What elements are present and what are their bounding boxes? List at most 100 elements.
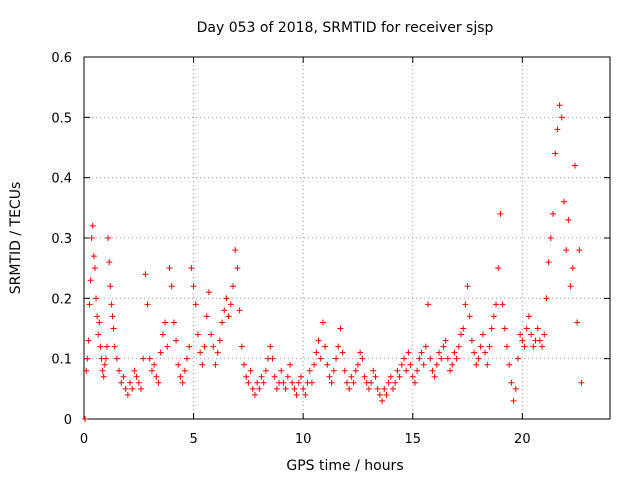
- y-tick-label: 0.4: [51, 172, 72, 187]
- data-point: [462, 301, 469, 308]
- data-point: [260, 379, 267, 386]
- data-point: [418, 349, 425, 356]
- data-point: [460, 325, 467, 332]
- data-point: [107, 283, 114, 290]
- data-point: [113, 355, 120, 362]
- data-point: [273, 385, 280, 392]
- data-point: [155, 379, 162, 386]
- data-point: [429, 367, 436, 374]
- data-point: [440, 343, 447, 350]
- data-point: [269, 355, 276, 362]
- data-point: [278, 367, 285, 374]
- data-point: [162, 319, 169, 326]
- data-point: [521, 343, 528, 350]
- data-point: [96, 319, 103, 326]
- data-point: [339, 349, 346, 356]
- data-point: [124, 391, 131, 398]
- data-point: [232, 247, 239, 254]
- data-point: [365, 385, 372, 392]
- data-point: [328, 379, 335, 386]
- data-point: [137, 385, 144, 392]
- data-point: [333, 355, 340, 362]
- data-point: [368, 379, 375, 386]
- data-point: [473, 361, 480, 368]
- data-point: [574, 319, 581, 326]
- data-point: [330, 367, 337, 374]
- data-point: [519, 337, 526, 344]
- data-point: [177, 373, 184, 380]
- data-point: [341, 367, 348, 374]
- data-point: [97, 343, 104, 350]
- data-point: [563, 247, 570, 254]
- data-point: [576, 247, 583, 254]
- data-point: [144, 301, 151, 308]
- x-axis-label: GPS time / hours: [286, 458, 403, 474]
- data-point: [398, 361, 405, 368]
- data-point: [254, 379, 261, 386]
- y-tick-label: 0.1: [51, 353, 72, 368]
- chart-title: Day 053 of 2018, SRMTID for receiver sjs…: [197, 20, 494, 36]
- data-point: [221, 307, 228, 314]
- data-point: [95, 331, 102, 338]
- data-point: [85, 337, 92, 344]
- data-point: [199, 361, 206, 368]
- data-point: [385, 379, 392, 386]
- data-point: [135, 379, 142, 386]
- data-point: [83, 367, 90, 374]
- grid-lines: [84, 57, 610, 419]
- data-point: [403, 367, 410, 374]
- data-point: [512, 385, 519, 392]
- data-point: [236, 307, 243, 314]
- data-point: [425, 301, 432, 308]
- data-point: [471, 349, 478, 356]
- data-point: [510, 397, 517, 404]
- data-point: [451, 349, 458, 356]
- data-point: [118, 379, 125, 386]
- data-point: [442, 337, 449, 344]
- y-tick-label: 0.6: [51, 51, 72, 66]
- data-point: [262, 367, 269, 374]
- data-point: [219, 319, 226, 326]
- data-point: [295, 379, 302, 386]
- data-point: [525, 313, 532, 320]
- data-point: [567, 283, 574, 290]
- data-point: [420, 361, 427, 368]
- data-point: [142, 271, 149, 278]
- x-tick-label: 5: [189, 432, 197, 447]
- data-point: [271, 373, 278, 380]
- data-point: [230, 283, 237, 290]
- data-point: [256, 385, 263, 392]
- data-point: [120, 373, 127, 380]
- data-point: [146, 355, 153, 362]
- data-point: [208, 331, 215, 338]
- data-point: [148, 367, 155, 374]
- data-point: [379, 397, 386, 404]
- data-point: [543, 295, 550, 302]
- data-point: [188, 265, 195, 272]
- data-point: [383, 391, 390, 398]
- data-point: [554, 126, 561, 133]
- data-point: [556, 102, 563, 109]
- data-point: [89, 222, 96, 229]
- data-point: [350, 379, 357, 386]
- data-point: [102, 355, 109, 362]
- data-point: [416, 355, 423, 362]
- data-point: [280, 379, 287, 386]
- data-point: [210, 343, 217, 350]
- data-point: [313, 349, 320, 356]
- data-point: [184, 355, 191, 362]
- data-point: [438, 355, 445, 362]
- data-point: [405, 349, 412, 356]
- data-point: [116, 367, 123, 374]
- data-point: [109, 313, 116, 320]
- data-point: [240, 361, 247, 368]
- data-point: [407, 361, 414, 368]
- data-point: [344, 379, 350, 386]
- data-point: [131, 367, 138, 374]
- data-point: [216, 337, 223, 344]
- data-point: [157, 349, 164, 356]
- data-point: [238, 343, 245, 350]
- data-point: [354, 361, 361, 368]
- plot-frame: [83, 56, 611, 420]
- data-point: [101, 361, 108, 368]
